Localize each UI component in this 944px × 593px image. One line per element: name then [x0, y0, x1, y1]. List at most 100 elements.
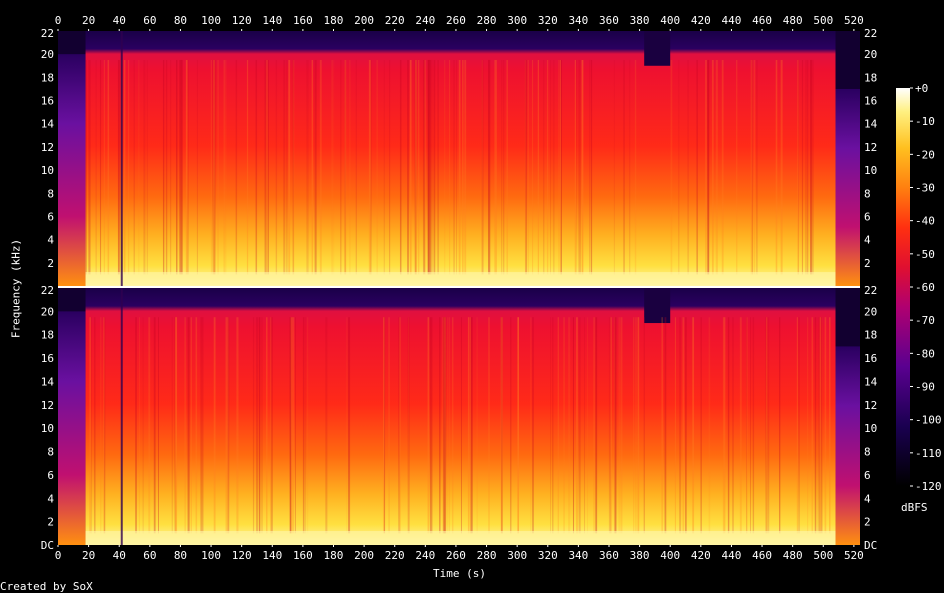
spectral-streak — [174, 317, 176, 534]
spectral-streak — [705, 59, 707, 275]
spectral-streak — [679, 317, 680, 534]
spectral-streak — [623, 59, 625, 275]
spectral-streak — [816, 317, 818, 534]
x-tick-label-top: 300 — [507, 14, 527, 27]
spectral-streak — [422, 59, 425, 275]
spectral-streak — [153, 317, 156, 534]
spectral-streak — [629, 59, 631, 275]
spectral-streak — [213, 59, 215, 275]
spectral-streak — [746, 317, 748, 534]
spectral-streak — [563, 317, 565, 534]
colorbar-tick-label: -120 — [915, 480, 942, 493]
spectral-streak — [560, 59, 562, 275]
y-tick-label-left: 6 — [47, 469, 54, 482]
spectral-streak — [124, 59, 126, 275]
spectral-streak — [574, 59, 576, 275]
spectral-streak — [469, 317, 471, 534]
x-tick-label-bottom: 380 — [630, 549, 650, 562]
spectral-streak — [186, 59, 188, 275]
spectral-streak — [552, 317, 554, 534]
y-tick-label-right: 4 — [864, 234, 871, 247]
spectral-streak — [579, 59, 581, 275]
x-tick-label-bottom: 320 — [538, 549, 558, 562]
y-tick-label-right: 20 — [864, 305, 877, 318]
colorbar-tick-label: -40 — [915, 215, 935, 228]
x-tick-label-top: 400 — [660, 14, 680, 27]
spectral-streak — [195, 317, 198, 534]
y-tick-label-left: 16 — [41, 95, 54, 108]
y-tick-label-left: 8 — [47, 187, 54, 200]
x-tick-label-bottom: 100 — [201, 549, 221, 562]
x-tick-label-top: 80 — [174, 14, 187, 27]
spectral-streak — [582, 59, 584, 275]
spectral-streak — [680, 317, 682, 534]
x-tick-label-top: 40 — [113, 14, 126, 27]
spectral-streak — [637, 317, 640, 534]
spectral-streak — [256, 317, 259, 534]
spectral-streak — [88, 59, 91, 275]
spectral-streak — [217, 59, 219, 275]
spectral-streak — [682, 317, 685, 534]
footer-credit: Created by SoX — [0, 580, 93, 593]
y-tick-label-left: 22 — [41, 27, 54, 40]
spectral-streak — [190, 317, 192, 534]
spectral-streak — [370, 59, 372, 275]
spectral-streak — [417, 59, 420, 275]
spectral-streak — [223, 59, 226, 275]
y-tick-label-left: 16 — [41, 352, 54, 365]
x-tick-label-bottom: 160 — [293, 549, 313, 562]
spectral-streak — [415, 59, 417, 275]
spectral-streak — [383, 59, 385, 275]
spectral-streak — [824, 317, 827, 534]
spectral-streak — [811, 59, 814, 275]
spectral-streak — [443, 317, 447, 534]
spectral-streak — [90, 317, 92, 534]
spectral-streak — [739, 317, 742, 534]
spectral-streak — [775, 59, 778, 275]
spectral-streak — [170, 59, 172, 275]
spectral-streak — [89, 317, 91, 534]
spectral-streak — [184, 317, 186, 534]
spectral-streak — [427, 59, 430, 275]
spectral-streak — [158, 317, 159, 534]
spectral-streak — [798, 317, 800, 534]
spectral-streak — [175, 317, 178, 534]
y-tick-label-right: 12 — [864, 399, 877, 412]
spectral-streak — [458, 59, 461, 275]
y-tick-label-left: 4 — [47, 234, 54, 247]
spectral-streak — [415, 59, 417, 275]
spectral-streak — [430, 317, 433, 534]
spectral-streak — [821, 317, 823, 534]
spectral-streak — [376, 59, 378, 275]
spectral-streak — [188, 317, 190, 534]
spectral-streak — [537, 59, 539, 275]
spectral-streak — [780, 59, 783, 275]
x-tick-label-top: 100 — [201, 14, 221, 27]
fade-in-region — [58, 311, 86, 545]
spectral-streak — [270, 317, 273, 534]
spectral-streak — [443, 317, 445, 534]
fade-out-region — [835, 88, 860, 286]
spectral-streak — [389, 59, 391, 275]
spectral-streak — [289, 317, 291, 534]
spectral-streak — [447, 317, 448, 534]
colorbar-tick-label: -20 — [915, 148, 935, 161]
spectral-streak — [432, 59, 434, 275]
spectral-streak — [546, 59, 549, 275]
spectral-streak — [409, 59, 412, 275]
spectral-streak — [135, 317, 137, 534]
x-tick-label-bottom: 140 — [262, 549, 282, 562]
x-tick-label-bottom: 440 — [721, 549, 741, 562]
spectral-streak — [715, 59, 718, 275]
y-tick-label-right: 12 — [864, 141, 877, 154]
spectral-streak — [481, 59, 484, 275]
spectral-streak — [488, 59, 491, 275]
spectral-streak — [368, 59, 371, 275]
spectral-streak — [753, 59, 756, 275]
spectral-streak — [620, 317, 623, 534]
spectral-streak — [708, 59, 710, 275]
spectral-streak — [661, 317, 664, 534]
spectral-streak — [261, 317, 263, 534]
x-tick-label-bottom: 220 — [385, 549, 405, 562]
